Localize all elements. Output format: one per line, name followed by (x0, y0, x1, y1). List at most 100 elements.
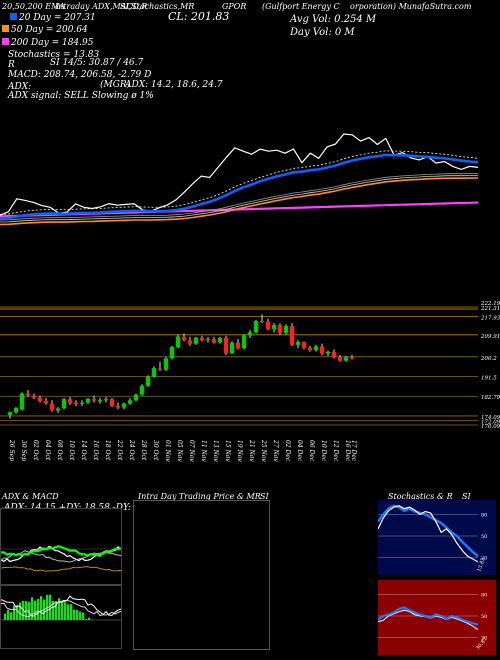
candle-body (31, 395, 37, 398)
macd-histogram-bar (55, 601, 58, 620)
ema200-text: 200 Day = 184.95 (11, 38, 94, 48)
macd-histogram-bar (58, 598, 61, 620)
candle-body (289, 326, 295, 345)
macd-panel (0, 585, 122, 649)
candle-body (301, 341, 307, 348)
candle-body (49, 403, 55, 410)
macd-histogram-bar (73, 609, 76, 620)
stoch-value-label: 13.83 (476, 557, 487, 573)
price-tick-label: 200.2 (480, 356, 497, 362)
candle-body (217, 337, 223, 343)
macd-histogram-bar (70, 604, 73, 620)
adx-left: ADX: (8, 82, 32, 92)
candle-body (157, 368, 163, 370)
stochastics-text: Stochastics = 13.83 (8, 50, 100, 60)
stoch-d-line (378, 504, 479, 558)
macd-histogram-bar (52, 600, 55, 620)
rsi-tick-label: 50 (481, 614, 487, 620)
date-tick-label: 11 Nov (200, 440, 207, 462)
date-tick-label: 06 Dec (308, 440, 315, 462)
candles (7, 314, 355, 419)
header-indicators-label: Intraday ADX,MACD,R (55, 2, 148, 11)
date-tick-label: 19 Nov (236, 440, 243, 462)
candle-body (97, 399, 103, 402)
candle-body (175, 336, 181, 348)
candle-body (271, 325, 277, 329)
date-tick-label: 07 Nov (188, 440, 195, 462)
day-volume: Day Vol: 0 M (290, 27, 355, 38)
date-tick-label: 30 Oct (152, 440, 159, 461)
price-tick-label: 217.93 (480, 316, 500, 322)
macd-line (1, 595, 121, 617)
price-dotted-line (0, 150, 479, 215)
candle-body (145, 376, 151, 386)
macd-histogram-bar (82, 612, 85, 620)
candle-body (277, 325, 283, 333)
macd-text: MACD: 208.74, 206.58, -2.79 D (8, 70, 152, 80)
rsi-tick-label: 80 (481, 592, 487, 598)
ema50-line (0, 177, 479, 226)
date-tick-label: 25 Nov (260, 439, 267, 462)
macd-histogram-bar (19, 602, 22, 620)
date-tick-label: 14 Oct (80, 440, 87, 461)
date-tick-label: 08 Oct (56, 440, 63, 461)
date-tick-label: 18 Oct (104, 440, 111, 461)
ema20-text: 20 Day = 207.31 (19, 13, 96, 23)
price-tick-label: 209.91 (480, 334, 500, 340)
candle-body (205, 339, 211, 341)
candle-body (115, 405, 121, 408)
adx-threshold-line (1, 566, 121, 572)
rsi-text: SI 14/5: 30.87 / 46.7 (50, 58, 144, 68)
stoch-tick-label: 80 (481, 512, 487, 518)
macd-histogram-bar (67, 604, 70, 620)
date-tick-label: 16 Oct (92, 440, 99, 461)
candle-body (25, 393, 31, 396)
candle-body (163, 358, 169, 370)
macd-histogram-bar (25, 600, 28, 620)
price-grid (0, 306, 478, 426)
adx-panel (0, 508, 122, 585)
close-price: CL: 201.83 (168, 10, 230, 23)
macd-histogram-bar (85, 619, 88, 620)
candle-body (121, 403, 127, 408)
macd-histogram-bar (16, 604, 19, 620)
candle-body (331, 351, 337, 358)
legend-ema200: 200 Day = 184.95 (2, 38, 93, 48)
ema-lines (0, 133, 479, 226)
candle-body (139, 385, 145, 395)
macd-histogram-bar (13, 605, 16, 620)
macd-histogram-bar (76, 609, 79, 620)
ema50-swatch (2, 25, 9, 32)
stoch-k-line (378, 505, 479, 563)
macd-histogram-bar (10, 612, 13, 620)
date-tick-label: 30 Sep (20, 440, 27, 461)
candle-body (13, 407, 19, 413)
macd-histogram-bar (37, 598, 40, 620)
candle-body (265, 321, 271, 329)
candle-body (85, 398, 91, 403)
macd-histogram-bar (40, 596, 43, 620)
site-name: orporation) MunafaSutra.com (350, 2, 472, 11)
date-tick-label: 16 Dec (344, 440, 351, 462)
price-tick-label: 182.79 (481, 395, 500, 401)
date-tick-label: 10 Oct (68, 440, 75, 461)
candle-body (247, 332, 253, 336)
date-tick-label: 27 Nov (272, 439, 279, 462)
stoch-tick-label: 50 (481, 534, 487, 540)
macd-histogram-bar (49, 594, 52, 620)
candle-body (73, 402, 79, 405)
adx-signal-text: ADX signal: SELL Slowing ø 1% (8, 91, 154, 101)
candle-body (325, 351, 331, 354)
ema-aux-line (0, 175, 478, 223)
macd-histogram-bar (28, 602, 31, 620)
candle-body (223, 337, 229, 354)
ema20-swatch (10, 13, 17, 20)
rsi-bg (378, 580, 496, 655)
candle-body (295, 341, 301, 345)
date-tick-label: 05 Nov (176, 440, 183, 462)
candle-body (55, 408, 61, 411)
date-tick-label: 24 Oct (128, 439, 135, 461)
avg-volume: Avg Vol: 0.254 M (290, 14, 377, 25)
candle-body (229, 342, 235, 354)
